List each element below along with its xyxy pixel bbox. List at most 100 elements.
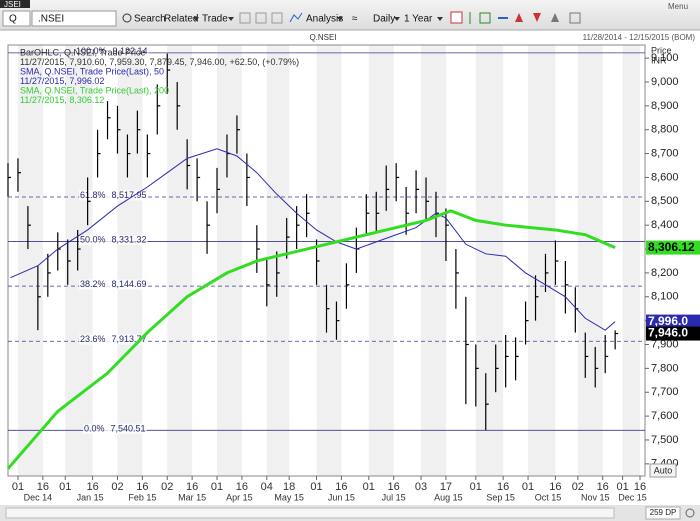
query-type-box[interactable]	[2, 10, 31, 27]
points-box[interactable]	[645, 506, 681, 520]
x-tick-label: 02	[111, 481, 123, 493]
toolbar	[0, 0, 700, 30]
symbol-input[interactable]	[31, 10, 117, 27]
x-tick-label: 01	[59, 481, 71, 493]
dropdown-arrow	[394, 17, 400, 21]
price-tag	[646, 240, 700, 255]
title-bar	[0, 0, 30, 8]
fib-pct: 0.0%	[84, 424, 105, 434]
icon-button[interactable]	[533, 13, 541, 22]
month-label: Feb 15	[128, 492, 156, 502]
icon-button[interactable]	[569, 12, 581, 24]
fib-label-bg	[79, 234, 148, 245]
y-axis-label: INR	[651, 55, 667, 65]
x-tick-label: 03	[415, 481, 427, 493]
x-tick-label: 01	[310, 481, 322, 493]
x-tick-label: 04	[261, 481, 273, 493]
y-tick-label: 8,200	[651, 267, 679, 279]
fib-label-bg	[79, 279, 148, 290]
y-tick-label: 7,500	[651, 434, 679, 446]
y-tick-label: 7,600	[651, 410, 679, 422]
fib-level-label: 100.0% 9,122.14	[76, 46, 148, 56]
fib-price: 9,122.14	[113, 46, 148, 56]
price-tag-label: 8,306.12	[648, 240, 695, 254]
date-range: 11/28/2014 - 12/15/2015 (BOM)	[583, 33, 696, 42]
auto-scale-button[interactable]	[649, 463, 677, 478]
y-tick-label: 9,100	[651, 52, 679, 64]
toolbar-interval[interactable]: Daily	[373, 14, 395, 25]
x-tick-label: 02	[572, 481, 584, 493]
legend-line: SMA, Q.NSEI, Trade Price(Last), 200	[20, 85, 169, 95]
x-tick-label: 16	[388, 481, 400, 493]
fib-price: 8,517.95	[112, 190, 147, 200]
fib-price: 8,144.69	[112, 279, 147, 289]
sma-line	[10, 148, 616, 331]
price-tag	[646, 326, 700, 341]
period-band	[368, 45, 394, 476]
period-band	[266, 45, 290, 476]
y-tick-label: 8,400	[651, 219, 679, 231]
x-tick-label: 18	[283, 481, 295, 493]
compare-icon[interactable]: ≈	[352, 14, 358, 25]
period-band	[217, 45, 242, 476]
period-band	[528, 45, 556, 476]
x-tick-label: 01	[616, 481, 628, 493]
menu[interactable]: Menu	[668, 2, 688, 11]
analysis-icon[interactable]	[289, 12, 303, 23]
y-tick-label: 8,800	[651, 124, 679, 136]
dropdown-arrow	[193, 17, 199, 21]
zoom-icon[interactable]	[685, 508, 695, 518]
fib-price: 7,913.77	[112, 335, 147, 345]
toolbar-trade[interactable]: Trade	[202, 14, 228, 25]
legend-line: SMA, Q.NSEI, Trade Price(Last), 50	[20, 66, 164, 76]
period-band	[17, 45, 43, 476]
auto-scale[interactable]: Auto	[654, 465, 673, 475]
dropdown-arrow	[337, 17, 343, 21]
x-tick-label: 16	[634, 481, 646, 493]
scroll-thumb[interactable]	[5, 507, 615, 519]
y-tick-label: 7,900	[651, 338, 679, 350]
month-label: Nov 15	[581, 492, 610, 502]
legend-line: 11/27/2015, 7,996.02	[20, 76, 104, 86]
month-label: Aug 15	[434, 492, 463, 502]
icon-button[interactable]	[515, 13, 523, 22]
search-icon[interactable]	[122, 13, 132, 23]
y-axis-label: Price	[651, 45, 672, 55]
x-tick-label: 16	[37, 481, 49, 493]
icon-button[interactable]	[450, 11, 463, 24]
icon-button[interactable]	[239, 12, 251, 24]
y-tick-label: 8,500	[651, 195, 679, 207]
icon-button[interactable]	[271, 12, 283, 24]
fib-pct: 50.0%	[80, 235, 106, 245]
fib-label-bg	[79, 334, 148, 345]
icon-button[interactable]	[551, 13, 559, 22]
x-tick-label: 01	[363, 481, 375, 493]
toolbar-search[interactable]: Search	[134, 14, 166, 25]
sma-line	[6, 209, 616, 470]
period-band	[622, 45, 641, 476]
x-tick-label: 16	[136, 481, 148, 493]
icon-button[interactable]	[479, 12, 491, 24]
toolbar-analysis[interactable]: Analysis	[306, 14, 343, 25]
fib-pct: 61.8%	[80, 190, 106, 200]
month-label: Apr 15	[226, 492, 253, 502]
legend-line: 11/27/2015, 7,910.60, 7,959.30, 7,879.45…	[20, 57, 299, 67]
y-tick-label: 8,700	[651, 147, 679, 159]
query-type[interactable]: Q	[9, 14, 17, 25]
icon-button[interactable]	[255, 12, 267, 24]
y-tick-label: 7,700	[651, 386, 679, 398]
legend-line: 11/27/2015, 8,306.12	[20, 95, 104, 105]
symbol[interactable]: .NSEI	[38, 14, 64, 25]
price-tag-label: 7,996.0	[648, 314, 688, 328]
x-tick-label: 16	[186, 481, 198, 493]
month-label: Jul 15	[382, 492, 406, 502]
toolbar-range[interactable]: 1 Year	[404, 14, 433, 25]
window-title: JSEI	[4, 0, 21, 9]
month-label: Oct 15	[535, 492, 562, 502]
period-band	[421, 45, 446, 476]
dropdown-arrow	[437, 17, 443, 21]
y-tick-label: 8,100	[651, 291, 679, 303]
data-points: 259 DP	[650, 508, 677, 517]
toolbar-related[interactable]: Related	[164, 14, 198, 25]
